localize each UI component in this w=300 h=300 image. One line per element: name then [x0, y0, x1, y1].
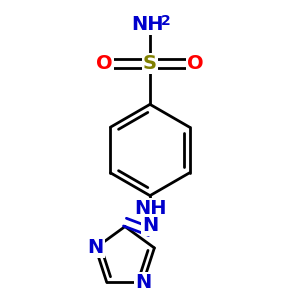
Text: S: S: [143, 54, 157, 73]
Text: NH: NH: [131, 15, 163, 34]
Text: O: O: [96, 54, 113, 73]
Text: NH: NH: [134, 200, 166, 218]
Text: O: O: [187, 54, 204, 73]
Text: N: N: [87, 238, 104, 257]
Text: N: N: [142, 216, 158, 235]
Text: 2: 2: [161, 14, 171, 28]
Text: N: N: [135, 273, 151, 292]
